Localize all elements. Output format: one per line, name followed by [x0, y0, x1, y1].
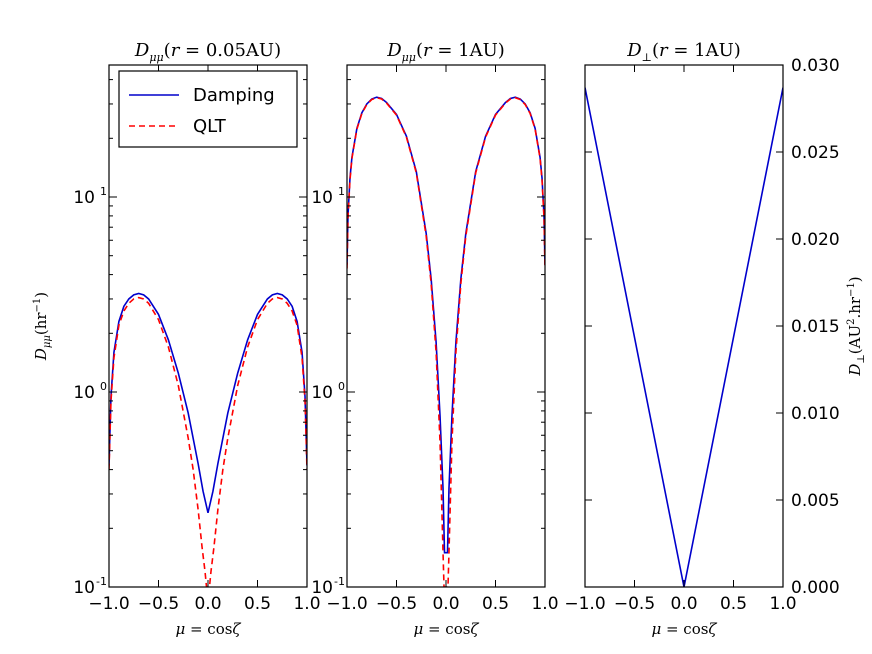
panel-2-xtick-label: −1.0 — [326, 594, 367, 614]
panel-2-ytick-label: 10 — [311, 578, 333, 598]
panel-2-xtick-label: 1.0 — [531, 594, 558, 614]
panel-3-xtick-label: −0.5 — [614, 594, 655, 614]
panel-3-xtick-label: 0.5 — [720, 594, 747, 614]
panel-1-damping-line — [109, 292, 307, 514]
panel-1-xtick-label: 1.0 — [293, 594, 320, 614]
panel-2-frame — [346, 64, 546, 588]
panel-3-ytick-label: 0.010 — [791, 404, 840, 424]
panel-2-xlabel: μ = cosζ — [413, 620, 479, 638]
panel-2-damping-line — [347, 96, 545, 554]
panel-1-xtick-label: 0.0 — [194, 594, 221, 614]
panel-1-ytick-exponent: -1 — [96, 575, 107, 588]
panel-1-xtick-label: −1.0 — [88, 594, 129, 614]
panel-3-ytick-label: 0.020 — [791, 230, 840, 250]
panel-2-ytick-exponent: 0 — [338, 380, 345, 393]
panel-3-xtick-label: 0.0 — [670, 594, 697, 614]
panel-2-ytick-label: 10 — [311, 383, 333, 403]
panel-3-title: D⊥(r = 1AU) — [626, 40, 741, 64]
panel-1-xlabel: μ = cosζ — [175, 620, 241, 638]
panel-3-xtick-label: 1.0 — [769, 594, 796, 614]
panel-3-ytick-label: 0.000 — [791, 578, 840, 598]
panel-2-ytick-exponent: 1 — [338, 185, 345, 198]
panel-2-qlt-line — [347, 96, 545, 587]
panel-1-xtick-label: −0.5 — [138, 594, 179, 614]
panel-2-xtick-label: 0.0 — [432, 594, 459, 614]
panel-1-xtick-label: 0.5 — [244, 594, 271, 614]
panel-3-damping-line — [585, 87, 783, 587]
panel-1-ytick-label: 10 — [73, 383, 95, 403]
panel-3-ytick-label: 0.005 — [791, 491, 840, 511]
panel-3-ylabel: D⊥(AU2.hr−1) — [846, 276, 867, 376]
panel-3-xlabel: μ = cosζ — [651, 620, 717, 638]
legend-box — [118, 70, 298, 148]
legend-qlt-label: QLT — [193, 116, 227, 137]
panel-3-ytick-label: 0.030 — [791, 56, 840, 76]
panel-1-ytick-exponent: 1 — [100, 185, 107, 198]
panel-1-ytick-label: 10 — [73, 188, 95, 208]
panel-3-ytick-label: 0.025 — [791, 143, 840, 163]
legend: Damping QLT — [118, 70, 298, 148]
panel-3-xtick-label: −1.0 — [564, 594, 605, 614]
panel-2-xtick-label: 0.5 — [482, 594, 509, 614]
panel-2-title: Dμμ(r = 1AU) — [386, 40, 505, 64]
panel-2-ytick-label: 10 — [311, 188, 333, 208]
panel-2-xtick-label: −0.5 — [376, 594, 417, 614]
panel-1-ylabel: Dμμ(hr−1) — [32, 292, 53, 361]
panel-1-ytick-exponent: 0 — [100, 380, 107, 393]
panel-1-qlt-line — [109, 296, 307, 587]
panel-1-ytick-label: 10 — [73, 578, 95, 598]
panel-2-ytick-exponent: -1 — [334, 575, 345, 588]
panel-3-frame — [584, 64, 784, 588]
panel-3-ytick-label: 0.015 — [791, 317, 840, 337]
panel-1-title: Dμμ(r = 0.05AU) — [134, 40, 281, 64]
legend-damping-label: Damping — [193, 85, 275, 106]
